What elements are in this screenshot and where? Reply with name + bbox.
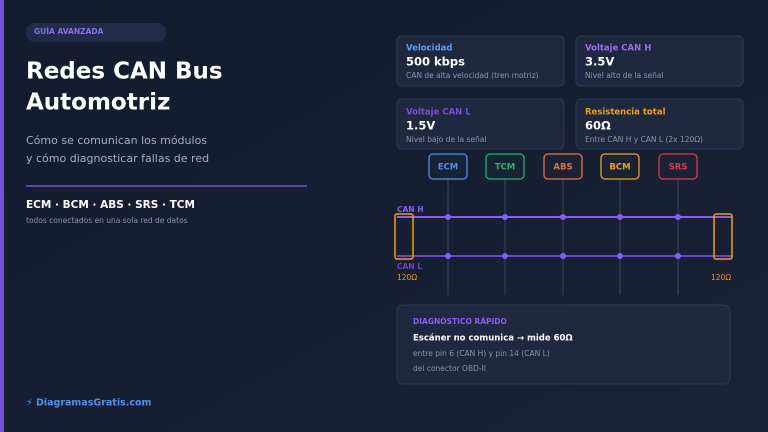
card bbox=[396, 35, 565, 87]
node-dot bbox=[617, 214, 623, 220]
modules-note: todos conectados en una sola red de dato… bbox=[26, 216, 188, 225]
card-note: Nivel alto de la señal bbox=[585, 71, 664, 80]
node-dot bbox=[560, 253, 566, 259]
can-h-label: CAN H bbox=[397, 205, 423, 214]
diagnostic-note: entre pin 6 (CAN H) y pin 14 (CAN L) bbox=[413, 349, 550, 358]
terminator bbox=[394, 213, 414, 260]
can-l-label: CAN L bbox=[397, 262, 422, 271]
module-label: BCM bbox=[609, 163, 630, 173]
card bbox=[396, 304, 731, 385]
card-value: 3.5V bbox=[585, 55, 614, 69]
accent-bar bbox=[0, 0, 4, 432]
module-label: ABS bbox=[553, 163, 572, 173]
title: Redes CAN Bus bbox=[26, 59, 223, 85]
module-box bbox=[658, 153, 698, 180]
subtitle: Cómo se comunican los módulos bbox=[26, 134, 207, 147]
badge bbox=[26, 23, 166, 42]
card bbox=[575, 35, 744, 87]
diagnostic-title: DIAGNÓSTICO RÁPIDO bbox=[413, 317, 507, 326]
card-value: 500 kbps bbox=[406, 55, 465, 69]
card-value: 1.5V bbox=[406, 119, 435, 133]
subtitle: y cómo diagnosticar fallas de red bbox=[26, 152, 209, 165]
cards: Velocidad 500 kbps CAN de alta velocidad… bbox=[396, 35, 744, 150]
diagnostic-line: Escáner no comunica → mide 60Ω bbox=[413, 334, 573, 344]
diagnostic-card: DIAGNÓSTICO RÁPIDO Escáner no comunica →… bbox=[396, 304, 731, 385]
node-dot bbox=[445, 214, 451, 220]
can-diagram: ECM TCM ABS BCM SRS CAN H CAN L 120Ω 120… bbox=[394, 153, 733, 295]
resistor-label: 120Ω bbox=[711, 273, 731, 282]
title: Automotriz bbox=[26, 90, 170, 116]
diagnostic-note: del conector OBD-II bbox=[413, 364, 486, 373]
card-label: Resistencia total bbox=[585, 108, 666, 118]
module-label: ECM bbox=[438, 163, 459, 173]
module-box bbox=[543, 153, 583, 180]
module-label: SRS bbox=[669, 163, 688, 173]
modules-line: ECM · BCM · ABS · SRS · TCM bbox=[26, 199, 195, 211]
terminator bbox=[713, 213, 733, 260]
card-note: CAN de alta velocidad (tren motriz) bbox=[406, 71, 539, 80]
card-label: Voltaje CAN L bbox=[406, 108, 471, 118]
footer-link[interactable]: ⚡ DiagramasGratis.com bbox=[26, 398, 152, 409]
module-box bbox=[600, 153, 640, 180]
module-label: TCM bbox=[495, 163, 516, 173]
card-label: Velocidad bbox=[406, 44, 453, 54]
module-box bbox=[485, 153, 525, 180]
module-box bbox=[428, 153, 468, 180]
card-note: Nivel bajo de la señal bbox=[406, 135, 486, 144]
node-dot bbox=[675, 214, 681, 220]
node-dot bbox=[560, 214, 566, 220]
card bbox=[575, 98, 744, 150]
node-dot bbox=[502, 214, 508, 220]
node-dot bbox=[617, 253, 623, 259]
card-value: 60Ω bbox=[585, 119, 611, 133]
node-dot bbox=[675, 253, 681, 259]
card-label: Voltaje CAN H bbox=[585, 44, 651, 54]
badge-text: GUÍA AVANZADA bbox=[34, 27, 104, 36]
resistor-label: 120Ω bbox=[397, 273, 417, 282]
node-dot bbox=[445, 253, 451, 259]
card bbox=[396, 98, 565, 150]
card-note: Entre CAN H y CAN L (2x 120Ω) bbox=[585, 135, 703, 144]
node-dot bbox=[502, 253, 508, 259]
